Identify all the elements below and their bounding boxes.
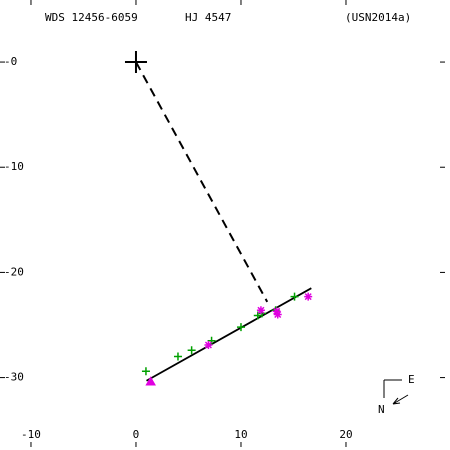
compass-north: N xyxy=(378,403,385,416)
title-center: HJ 4547 xyxy=(185,11,231,24)
x-tick-label: 0 xyxy=(133,428,140,441)
y-tick-label: -10 xyxy=(4,160,24,173)
title-right: (USN2014a) xyxy=(345,11,411,24)
dashed-line xyxy=(135,61,269,303)
title-left: WDS 12456-6059 xyxy=(45,11,138,24)
compass-east: E xyxy=(408,373,415,386)
y-tick-label: -0 xyxy=(4,55,17,68)
primary-star xyxy=(124,51,147,74)
star-point xyxy=(204,340,213,349)
star-point xyxy=(272,307,281,316)
triangle-point xyxy=(145,376,156,386)
y-tick-label: -20 xyxy=(4,265,24,278)
x-tick-label: -10 xyxy=(21,428,41,441)
plus-point xyxy=(187,346,196,355)
x-tick-label: 10 xyxy=(234,428,247,441)
compass-axes xyxy=(383,379,402,398)
plus-point xyxy=(207,336,216,345)
solid-line xyxy=(146,287,312,382)
star-point xyxy=(273,310,282,319)
y-tick-label: -30 xyxy=(4,371,24,384)
star-point xyxy=(256,306,265,315)
star-point xyxy=(304,292,313,301)
plus-point xyxy=(236,323,245,332)
compass-arrow xyxy=(392,394,409,405)
x-tick-label: 20 xyxy=(339,428,352,441)
plus-point xyxy=(141,367,150,376)
plus-point xyxy=(173,352,182,361)
plus-point xyxy=(290,292,299,301)
